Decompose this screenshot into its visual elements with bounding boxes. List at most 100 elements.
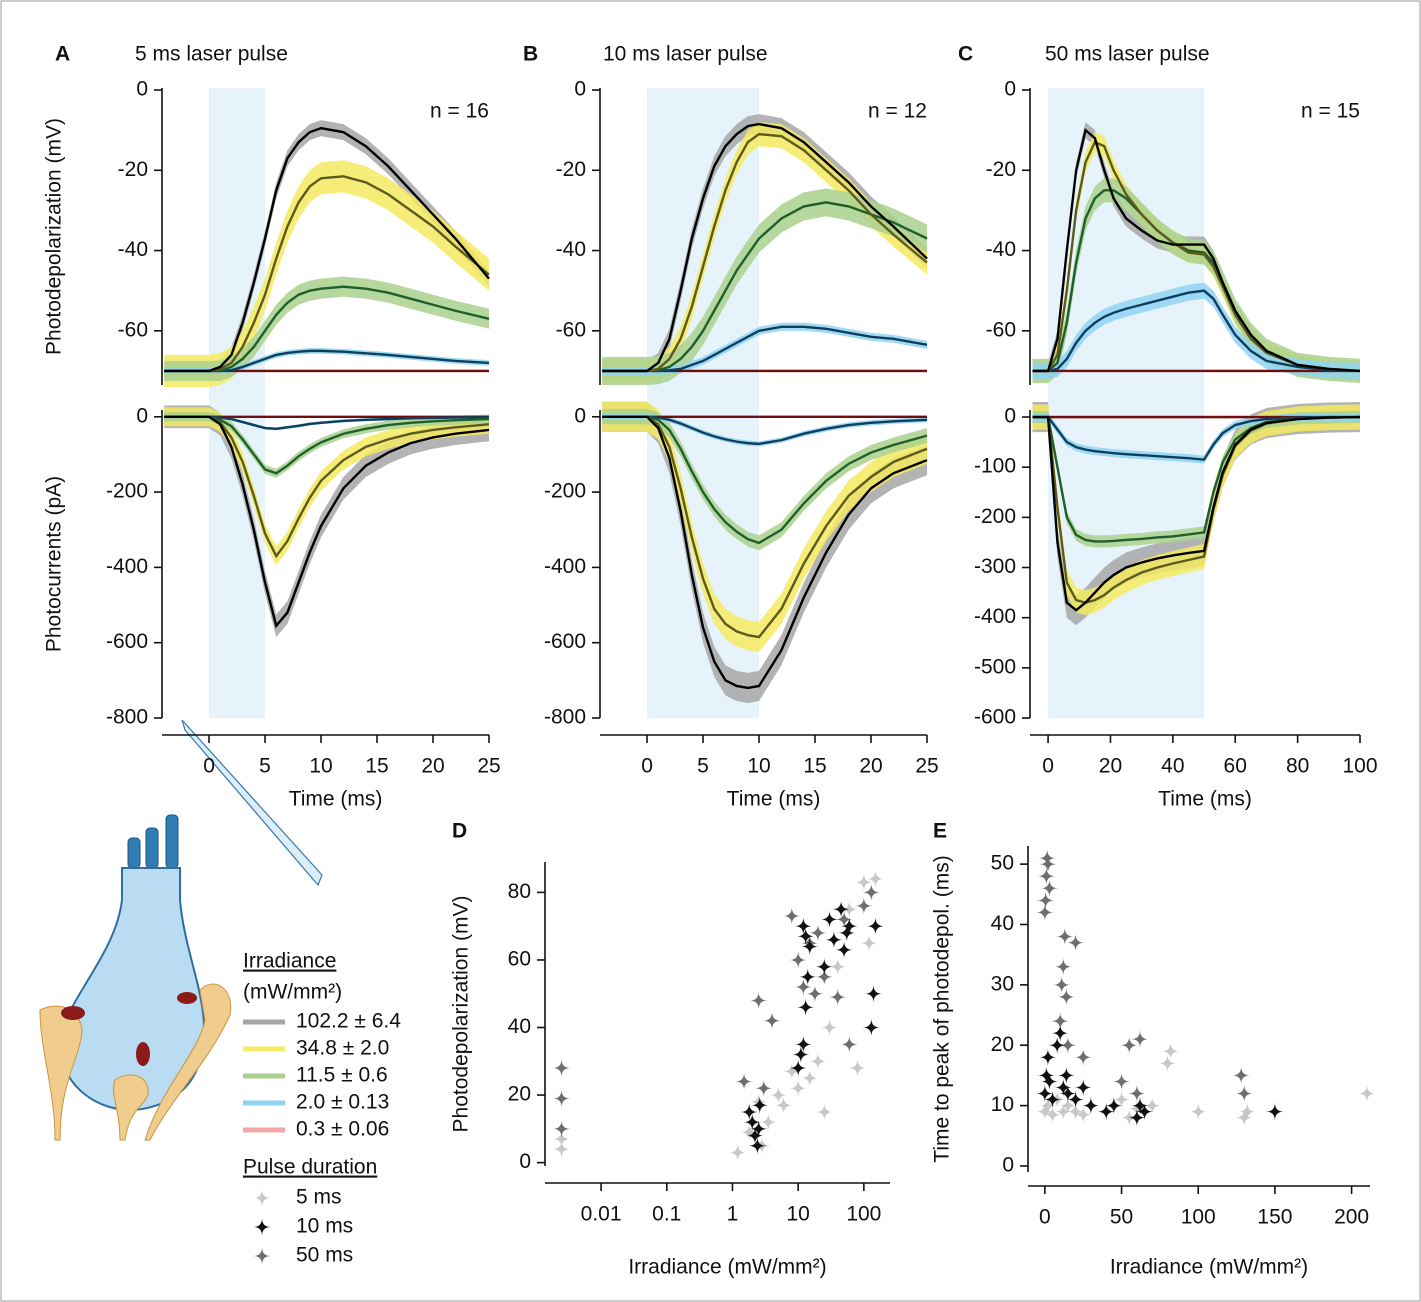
point xyxy=(1043,1090,1062,1109)
x-tick-label: 5 xyxy=(697,755,709,778)
point xyxy=(1097,1102,1116,1121)
point xyxy=(832,900,851,919)
x-tick-label: 100 xyxy=(846,1203,881,1226)
y-tick-label: 60 xyxy=(508,948,531,971)
y-tick-label: -400 xyxy=(544,555,586,578)
x-tick-label: 20 xyxy=(421,755,444,778)
point xyxy=(759,1113,778,1132)
mean-trace xyxy=(1032,289,1361,373)
y-tick-label: 20 xyxy=(991,1033,1014,1056)
point xyxy=(866,917,885,936)
point xyxy=(800,937,819,956)
legend-marker xyxy=(253,1218,271,1236)
mean-trace xyxy=(602,415,928,690)
point xyxy=(1074,1105,1093,1124)
point xyxy=(1232,1066,1251,1085)
point xyxy=(735,1072,754,1091)
sem-band xyxy=(164,160,489,388)
legend-label: 2.0 ± 0.13 xyxy=(296,1091,389,1114)
y-tick-label: 40 xyxy=(508,1015,531,1038)
point xyxy=(749,1119,768,1138)
y-tick-label: -20 xyxy=(986,158,1016,181)
point xyxy=(808,923,827,942)
mean-trace xyxy=(164,415,490,475)
x-tick-label: 50 xyxy=(1110,1206,1133,1229)
point xyxy=(1074,1048,1093,1067)
point xyxy=(794,917,813,936)
point xyxy=(854,873,873,892)
legend-label: 50 ms xyxy=(296,1244,353,1267)
y-tick-label: -20 xyxy=(118,158,148,181)
sem-band xyxy=(602,409,927,551)
y-tick-label: 0 xyxy=(1002,1154,1014,1177)
x-tick-label: 20 xyxy=(859,755,882,778)
point xyxy=(848,1059,867,1078)
sem-band xyxy=(1032,282,1360,379)
point xyxy=(1040,879,1059,898)
point xyxy=(1161,1042,1180,1061)
mean-trace xyxy=(1032,415,1360,461)
point xyxy=(1057,1066,1076,1085)
y-tick-label: -400 xyxy=(974,605,1016,628)
point xyxy=(1158,1054,1177,1073)
y-tick-label: 30 xyxy=(991,972,1014,995)
point xyxy=(749,991,768,1010)
point xyxy=(774,1096,793,1115)
y-tick-label: -40 xyxy=(986,238,1016,261)
y-tick-label: -100 xyxy=(974,455,1016,478)
y-tick-label: 0 xyxy=(574,78,586,101)
y-tick-label: -200 xyxy=(544,480,586,503)
point xyxy=(1035,1102,1054,1121)
point xyxy=(828,988,847,1007)
point xyxy=(820,910,839,929)
point xyxy=(835,940,854,959)
point xyxy=(866,869,885,888)
x-tick-label: 0 xyxy=(641,755,653,778)
point xyxy=(1104,1096,1123,1115)
y-tick-label: -400 xyxy=(106,555,148,578)
legend-label: 11.5 ± 0.6 xyxy=(296,1064,388,1087)
sem-band xyxy=(602,188,927,385)
point xyxy=(1054,1078,1073,1097)
x-tick-label: 20 xyxy=(1099,755,1122,778)
sem-band xyxy=(602,414,927,447)
point xyxy=(1130,1096,1149,1115)
point xyxy=(1038,855,1057,874)
point xyxy=(782,907,801,926)
sem-band xyxy=(1032,413,1360,464)
panel-letter: C xyxy=(958,43,973,66)
point xyxy=(796,998,815,1017)
sem-band xyxy=(164,405,489,638)
legend-marker xyxy=(253,1189,271,1207)
y-tick-label: -200 xyxy=(106,480,148,503)
annotation: n = 15 xyxy=(1301,100,1360,123)
point xyxy=(728,1143,747,1162)
mean-trace xyxy=(1032,415,1361,543)
point xyxy=(552,1119,571,1138)
point xyxy=(1112,1090,1131,1109)
point xyxy=(789,1079,808,1098)
point xyxy=(1038,1096,1057,1115)
point xyxy=(794,1035,813,1054)
y-tick-label: -600 xyxy=(544,630,586,653)
x-tick-label: 15 xyxy=(803,755,826,778)
annotation: n = 16 xyxy=(430,100,489,123)
mean-trace xyxy=(602,122,928,373)
point xyxy=(748,1136,767,1155)
mean-trace xyxy=(1032,127,1361,373)
y-tick-label: 0 xyxy=(1004,405,1016,428)
y-tick-label: 0 xyxy=(136,78,148,101)
legend-label: 34.8 ± 2.0 xyxy=(296,1037,389,1060)
point xyxy=(1037,1066,1056,1085)
point xyxy=(1066,933,1085,952)
point xyxy=(1120,1036,1139,1055)
point xyxy=(1035,1084,1054,1103)
mean-trace xyxy=(602,415,928,446)
panel-letter: A xyxy=(55,43,70,66)
y-tick-label: 0 xyxy=(574,404,586,427)
point xyxy=(1189,1102,1208,1121)
y-tick-label: -20 xyxy=(556,158,586,181)
y-axis-label: Time to peak of photodepol. (ms) xyxy=(931,855,954,1162)
point xyxy=(1038,1048,1057,1067)
x-tick-label: 10 xyxy=(786,1203,809,1226)
